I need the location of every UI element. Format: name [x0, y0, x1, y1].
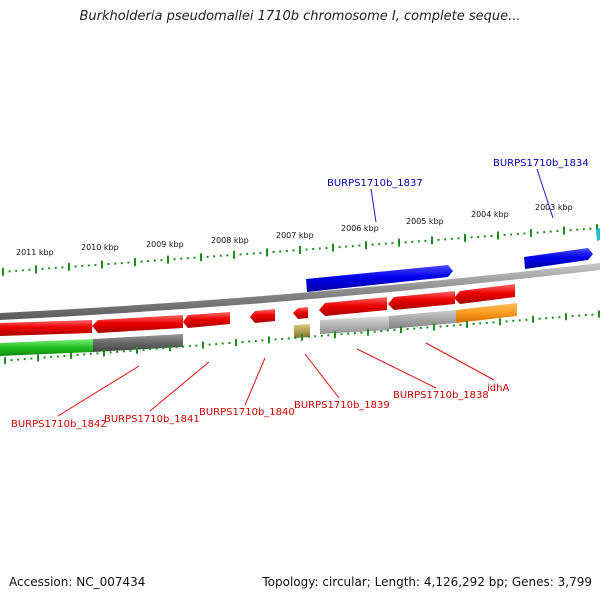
gene-arrow-burps1710b-1841[interactable] [92, 315, 183, 333]
leader-line-burps1710b-1841 [149, 361, 210, 412]
leader-line-burps1710b-1840 [244, 357, 266, 406]
feature-orange[interactable] [456, 303, 517, 323]
scale-label-2004: 2004 kbp [471, 210, 509, 219]
gene-arrow-burps1710b-1834[interactable] [524, 248, 593, 269]
feature-track [0, 303, 517, 356]
scale-label-2003: 2003 kbp [535, 203, 573, 212]
scale-label-2006: 2006 kbp [341, 224, 379, 233]
scale-tick-track [2, 224, 598, 276]
gene-arrow-burps1710b-1838[interactable] [319, 297, 387, 316]
gene-arrow-cyan-partial[interactable] [596, 228, 600, 241]
lower-gene-labels: BURPS1710b_1842 BURPS1710b_1841 BURPS171… [11, 383, 509, 430]
gene-label-idha[interactable]: idhA [487, 383, 509, 394]
feature-green[interactable] [0, 339, 93, 356]
leader-line-burps1710b-1839 [304, 353, 340, 399]
lower-leader-lines [57, 342, 495, 417]
scale-label-2008: 2008 kbp [211, 236, 249, 245]
forward-strand-genes [306, 228, 600, 292]
feature-olive[interactable] [294, 324, 310, 338]
gene-label-burps1710b-1842[interactable]: BURPS1710b_1842 [11, 419, 107, 430]
genome-summary-text: Topology: circular; Length: 4,126,292 bp… [262, 575, 592, 589]
feature-dark-gray[interactable] [93, 334, 183, 352]
gene-label-burps1710b-1838[interactable]: BURPS1710b_1838 [393, 390, 489, 401]
map-title: Burkholderia pseudomallei 1710b chromoso… [79, 9, 521, 24]
scale-label-2005: 2005 kbp [406, 217, 444, 226]
gene-arrow-burps1710b-1842[interactable] [0, 320, 92, 336]
leader-line-burps1710b-1838 [356, 348, 437, 389]
gene-label-burps1710b-1837[interactable]: BURPS1710b_1837 [327, 178, 423, 189]
gene-arrow-burps1710b-1837[interactable] [306, 265, 453, 292]
upper-gene-labels: BURPS1710b_1837 BURPS1710b_1834 [327, 158, 589, 189]
gene-label-burps1710b-1839[interactable]: BURPS1710b_1839 [294, 400, 390, 411]
gene-label-burps1710b-1834[interactable]: BURPS1710b_1834 [493, 158, 589, 169]
scale-labels: 2011 kbp 2010 kbp 2009 kbp 2008 kbp 2007… [16, 203, 573, 257]
gene-label-burps1710b-1841[interactable]: BURPS1710b_1841 [104, 414, 200, 425]
accession-text: Accession: NC_007434 [9, 575, 146, 589]
gene-arrow-red-5[interactable] [388, 291, 455, 310]
scale-label-2007: 2007 kbp [276, 231, 314, 240]
gene-arrow-burps1710b-1840[interactable] [183, 312, 230, 328]
upper-leader-lines [370, 168, 554, 223]
genome-backbone [0, 263, 600, 320]
inner-tick-track [4, 310, 600, 365]
feature-light-gray[interactable] [320, 316, 389, 334]
leader-line-burps1710b-1834 [536, 168, 554, 219]
gene-arrow-idha[interactable] [454, 284, 515, 304]
gene-arrow-small[interactable] [293, 307, 308, 319]
leader-line-burps1710b-1837 [370, 188, 377, 223]
scale-label-2009: 2009 kbp [146, 240, 184, 249]
gene-arrow-burps1710b-1839[interactable] [250, 309, 275, 323]
gene-label-burps1710b-1840[interactable]: BURPS1710b_1840 [199, 407, 295, 418]
reverse-strand-genes [0, 284, 515, 336]
scale-label-2010: 2010 kbp [81, 243, 119, 252]
leader-line-idha [425, 342, 495, 381]
scale-label-2011: 2011 kbp [16, 248, 54, 257]
feature-mid-gray[interactable] [389, 310, 456, 329]
leader-line-burps1710b-1842 [57, 365, 140, 417]
